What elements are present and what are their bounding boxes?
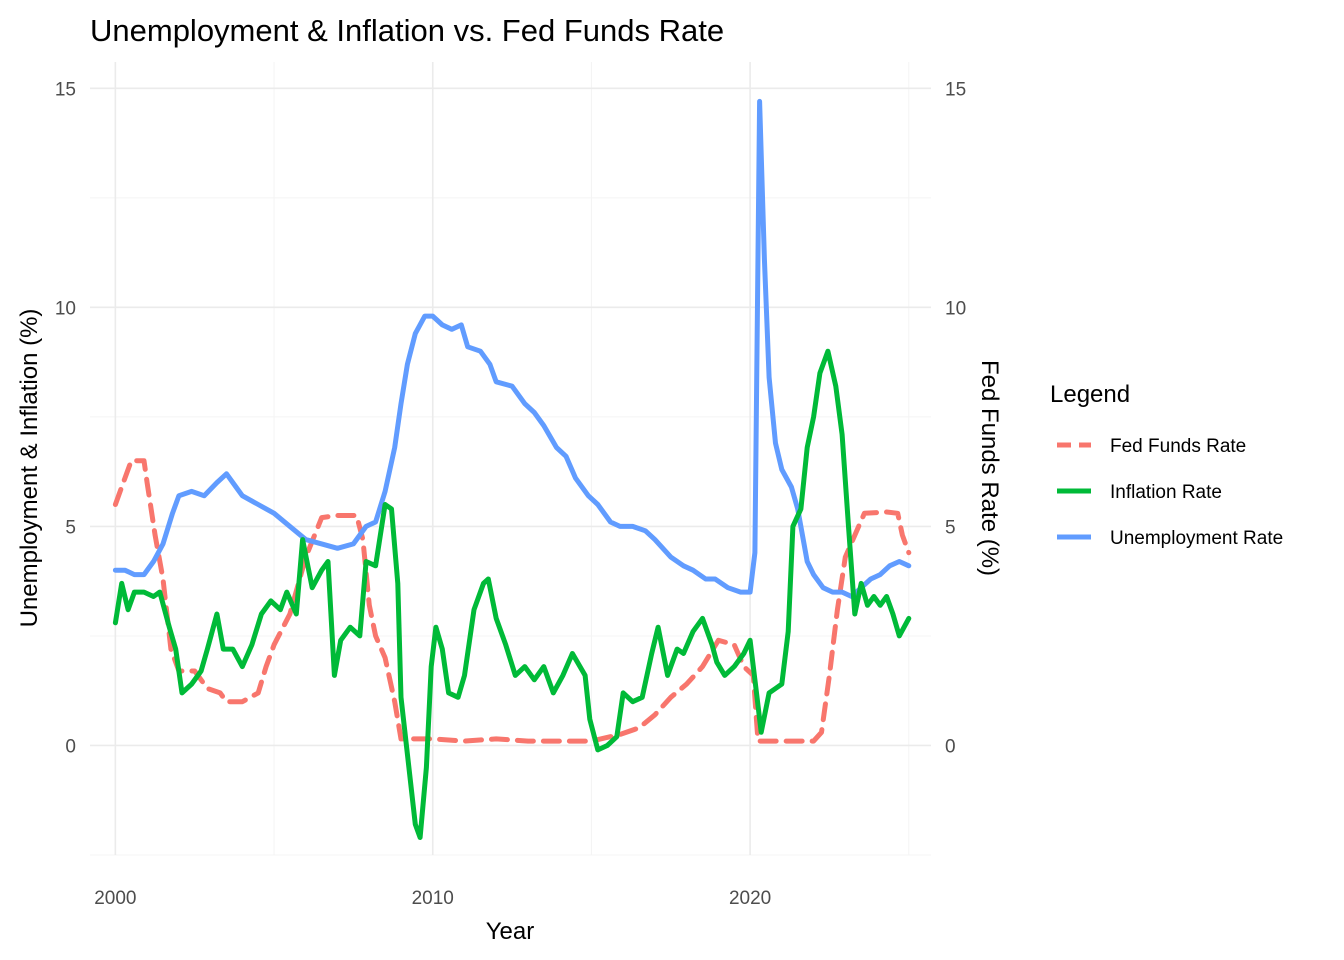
x-tick-label: 2020 — [729, 888, 771, 909]
y-tick-label-left: 0 — [65, 736, 76, 757]
right-axis-ticks: 0 5 10 15 — [945, 79, 966, 757]
left-axis-ticks: 0 5 10 15 — [55, 79, 76, 757]
y-tick-label-right: 10 — [945, 298, 966, 319]
legend-label: Unemployment Rate — [1110, 528, 1283, 549]
legend-label: Inflation Rate — [1110, 482, 1222, 503]
y-tick-label-right: 0 — [945, 736, 956, 757]
y-tick-label-left: 10 — [55, 298, 76, 319]
y-axis-title-left: Unemployment & Inflation (%) — [16, 309, 43, 628]
legend: Legend Fed Funds Rate Inflation Rate Unemp… — [1050, 381, 1283, 549]
chart-title: Unemployment & Inflation vs. Fed Funds R… — [90, 13, 724, 48]
legend-title: Legend — [1050, 381, 1130, 408]
y-tick-label-right: 15 — [945, 79, 966, 100]
plot-grid — [90, 62, 931, 856]
y-axis-title-right: Fed Funds Rate (%) — [976, 360, 1003, 576]
x-tick-label: 2010 — [412, 888, 454, 909]
plot-series — [112, 98, 912, 840]
y-tick-label-right: 5 — [945, 517, 956, 538]
x-axis-ticks: 2000 2010 2020 — [94, 888, 771, 909]
legend-label: Fed Funds Rate — [1110, 436, 1246, 457]
series-line-unemployment-rate — [112, 98, 912, 599]
y-tick-label-left: 15 — [55, 79, 76, 100]
x-tick-label: 2000 — [94, 888, 136, 909]
series-line-inflation-rate — [112, 348, 912, 840]
y-tick-label-left: 5 — [65, 517, 76, 538]
x-axis-title: Year — [486, 918, 535, 945]
